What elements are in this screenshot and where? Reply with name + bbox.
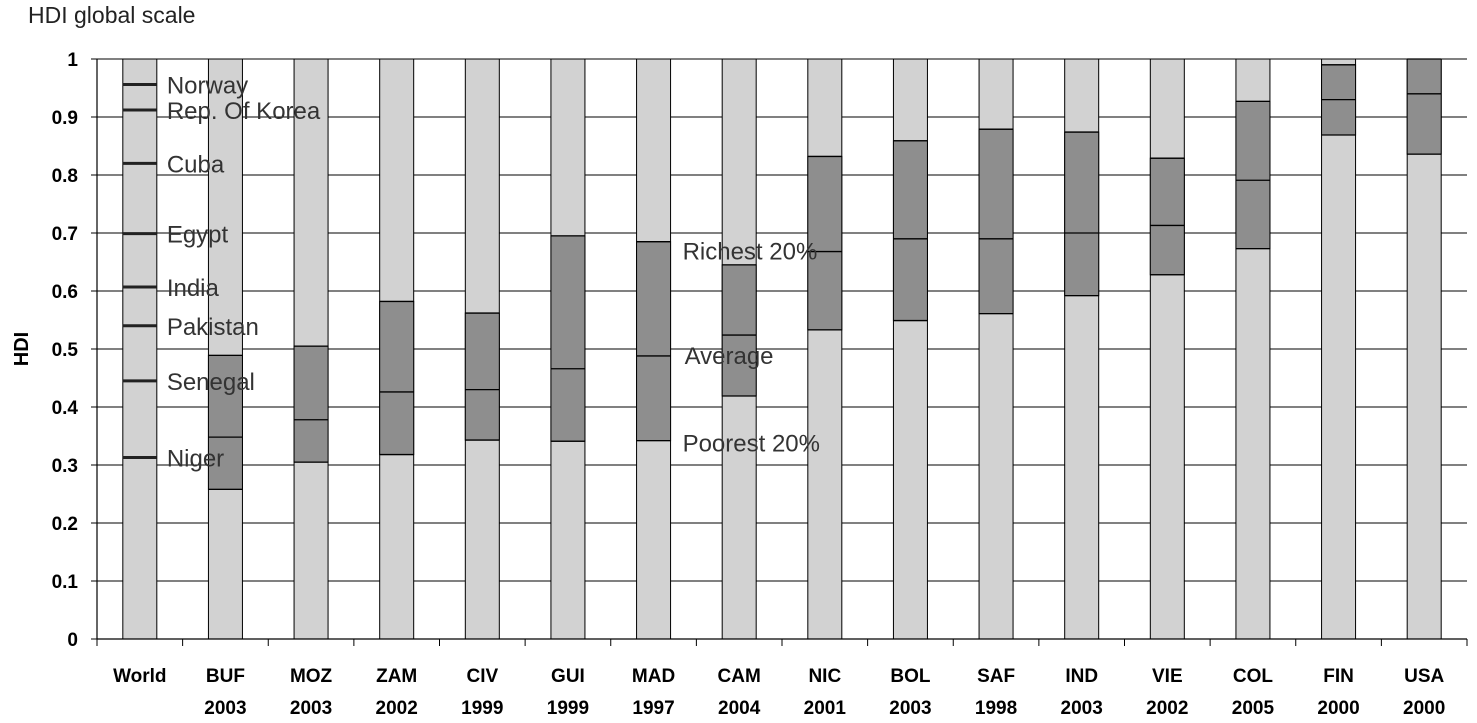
world-marker-label: Senegal [167,369,255,396]
x-tick-label: COL [1233,666,1274,687]
y-axis-label: HDI [11,332,33,366]
band-cam [721,264,757,397]
x-tick-year: 2002 [376,698,418,719]
world-marker-label: India [167,275,220,302]
x-tick-year: 2004 [718,698,761,719]
bar-usa [1406,58,1442,640]
x-tick-year: 1998 [975,698,1017,719]
y-tick-label: 0.8 [52,166,78,187]
x-tick-label: SAF [977,666,1015,687]
y-tick-label: 0.7 [52,224,78,245]
x-tick-label: GUI [551,666,585,687]
bar-buf [207,58,243,640]
bar-fin [1321,58,1357,640]
x-tick-label: MOZ [290,666,333,687]
x-tick-year: 2005 [1232,698,1275,719]
chart-title: HDI global scale [28,2,196,28]
x-tick-label: ZAM [376,666,417,687]
y-tick-label: 0.3 [52,456,78,477]
world-marker-label: Norway [167,73,248,100]
world-marker-label: Rep. Of Korea [167,98,321,125]
band-gui [550,235,586,442]
x-tick-year: 2001 [804,698,847,719]
y-tick-label: 0.2 [52,514,78,535]
x-tick-year: 1997 [632,698,674,719]
x-tick-year: 1999 [547,698,589,719]
y-tick-label: 0.4 [52,398,79,419]
x-tick-label: MAD [632,666,675,687]
x-tick-year: 2003 [889,698,931,719]
y-tick-label: 0.5 [52,340,79,361]
y-tick-label: 0 [67,630,78,651]
x-tick-year: 2000 [1403,698,1445,719]
band-ind [1064,131,1100,297]
band-civ [464,312,500,441]
x-tick-year: 2003 [1061,698,1103,719]
band-buf [207,354,243,490]
x-tick-label: BOL [890,666,931,687]
world-marker-label: Pakistan [167,314,259,341]
x-tick-year: 2000 [1317,698,1359,719]
x-tick-year: 2002 [1146,698,1188,719]
x-tick-label: NIC [808,666,841,687]
axes [91,58,1468,646]
bar-world [122,58,158,640]
band-zam [379,300,415,456]
annotation-average: Average [685,343,774,370]
band-nic [807,155,843,331]
x-tick-label: World [113,666,166,687]
world-marker-label: Niger [167,445,224,472]
x-tick-label: BUF [206,666,245,687]
x-tick-label: VIE [1152,666,1183,687]
y-tick-label: 0.1 [52,572,79,593]
band-bol [892,140,928,322]
band-vie [1149,157,1185,276]
y-tick-label: 1 [67,50,78,71]
bar-nic [807,58,843,640]
x-tick-year: 1999 [461,698,503,719]
x-tick-year: 2003 [290,698,332,719]
annotation-poorest: Poorest 20% [683,431,820,458]
bars [122,58,1442,640]
world-marker-label: Egypt [167,222,229,249]
band-saf [978,128,1014,315]
x-tick-label: CAM [718,666,761,687]
band-usa [1406,58,1442,155]
x-tick-label: IND [1065,666,1098,687]
y-tick-label: 0.9 [52,108,78,129]
band-col [1235,100,1271,250]
labels: 0 0.1 0.2 0.3 0.4 0.5 0.6 0.7 0.8 0.9 1 HDI World BUF… [11,50,1445,719]
y-tick-label: 0.6 [52,282,78,303]
world-marker-label: Cuba [167,151,225,178]
x-tick-label: USA [1404,666,1444,687]
bar-vie [1149,58,1185,640]
x-tick-label: FIN [1323,666,1354,687]
x-tick-label: CIV [466,666,498,687]
annotation-richest: Richest 20% [683,239,818,266]
band-moz [293,345,329,463]
band-mad [636,241,672,442]
x-tick-year: 2003 [204,698,246,719]
